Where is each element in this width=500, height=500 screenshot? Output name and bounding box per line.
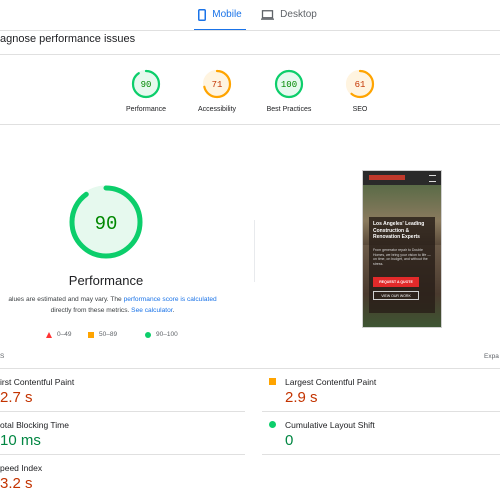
performance-gauge: 90 bbox=[69, 185, 143, 259]
legend-pass-label: 90–100 bbox=[156, 331, 178, 338]
category-label: Best Practices bbox=[266, 106, 312, 113]
circle-icon bbox=[269, 421, 276, 428]
performance-score-link[interactable]: performance score is calculated bbox=[123, 296, 217, 303]
category-label: Accessibility bbox=[197, 106, 237, 113]
screenshot-headline: Los Angeles' Leading Construction & Reno… bbox=[373, 221, 425, 240]
screenshot-cta-secondary: VIEW OUR WORK bbox=[373, 291, 419, 300]
row-divider bbox=[0, 411, 245, 412]
category-score: 71 bbox=[212, 80, 223, 90]
row-divider bbox=[262, 411, 500, 412]
vertical-separator bbox=[254, 220, 255, 282]
legend-pass: 90–100 bbox=[145, 331, 178, 338]
calculator-link[interactable]: See calculator bbox=[131, 307, 173, 314]
metric-fcp-value: 2.7 s bbox=[0, 389, 33, 406]
score-note: alues are estimated and may vary. The pe… bbox=[0, 294, 225, 316]
triangle-icon bbox=[46, 331, 52, 338]
legend-fail: 0–49 bbox=[46, 331, 71, 338]
category-gauge: 61 bbox=[345, 69, 375, 99]
laptop-icon bbox=[261, 9, 275, 20]
note-text-2: directly from these metrics. bbox=[50, 307, 132, 314]
tab-desktop-label: Desktop bbox=[280, 9, 317, 20]
legend-fail-label: 0–49 bbox=[57, 331, 72, 338]
row-divider bbox=[262, 454, 500, 455]
metric-si-name: peed Index bbox=[0, 463, 43, 473]
category-score: 100 bbox=[281, 80, 297, 90]
screenshot-hero-panel bbox=[369, 217, 435, 313]
metric-lcp-value: 2.9 s bbox=[285, 389, 318, 406]
circle-icon bbox=[145, 331, 151, 338]
category-gauge: 100 bbox=[274, 69, 304, 99]
square-icon bbox=[269, 378, 276, 385]
square-icon bbox=[88, 331, 94, 338]
category-gauge: 71 bbox=[202, 69, 232, 99]
metric-tbt-name: otal Blocking Time bbox=[0, 420, 69, 430]
expand-view-toggle[interactable]: Expa bbox=[484, 353, 499, 360]
tab-mobile-label: Mobile bbox=[212, 9, 242, 20]
legend-average: 50–89 bbox=[88, 331, 117, 338]
category-score: 90 bbox=[141, 80, 152, 90]
metric-tbt-value: 10 ms bbox=[0, 432, 41, 449]
performance-label: Performance bbox=[68, 273, 144, 288]
metric-lcp-name: Largest Contentful Paint bbox=[285, 377, 377, 387]
metric-cls-name: Cumulative Layout Shift bbox=[285, 420, 375, 430]
category-label: Performance bbox=[125, 106, 167, 113]
metric-si-value: 3.2 s bbox=[0, 475, 33, 492]
metric-cls-value: 0 bbox=[285, 432, 294, 449]
legend-average-label: 50–89 bbox=[99, 331, 118, 338]
metrics-heading: S bbox=[0, 353, 5, 360]
note-text: alues are estimated and may vary. The bbox=[8, 296, 124, 303]
tab-mobile[interactable]: Mobile bbox=[194, 0, 246, 31]
screenshot-body: From generator repair to Double Homes, w… bbox=[373, 248, 431, 266]
row-divider bbox=[0, 454, 245, 455]
performance-score: 90 bbox=[95, 213, 118, 235]
screenshot-cta-primary: REQUEST A QUOTE bbox=[373, 277, 419, 287]
section-title: agnose performance issues bbox=[0, 33, 136, 45]
category-score: 61 bbox=[355, 80, 366, 90]
hamburger-icon bbox=[429, 175, 436, 182]
metric-fcp-name: irst Contentful Paint bbox=[0, 377, 75, 387]
section-divider bbox=[0, 54, 500, 55]
page-screenshot: Los Angeles' Leading Construction & Reno… bbox=[362, 170, 442, 328]
phone-icon bbox=[198, 8, 207, 21]
metrics-divider bbox=[0, 368, 500, 369]
note-suffix: . bbox=[172, 307, 175, 314]
tab-divider bbox=[0, 30, 500, 31]
tab-desktop[interactable]: Desktop bbox=[259, 0, 319, 29]
category-gauge: 90 bbox=[131, 69, 161, 99]
section-divider bbox=[0, 124, 500, 125]
screenshot-logo bbox=[369, 175, 405, 180]
category-label: SEO bbox=[352, 106, 368, 113]
